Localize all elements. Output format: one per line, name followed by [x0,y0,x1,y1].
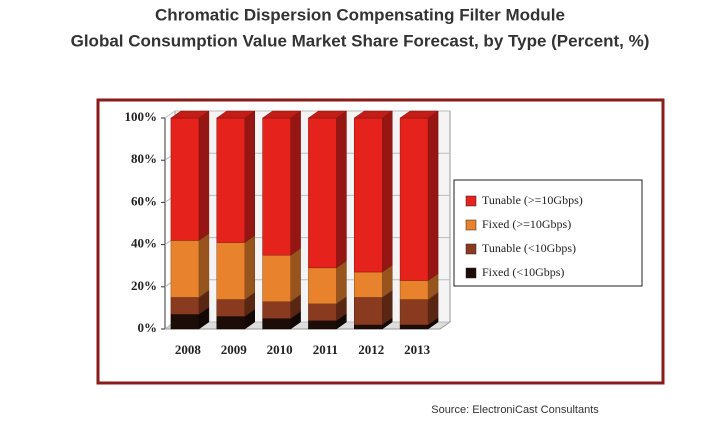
bar [216,242,245,300]
bar [216,117,245,243]
bar-top [307,110,348,119]
bar-side [336,260,347,305]
bar-side [290,247,301,303]
bar-side [427,110,439,281]
bar [170,297,200,315]
bar [170,117,200,241]
chart-title: Chromatic Dispersion Compensating Filter… [155,5,565,24]
grid-line [164,110,450,119]
y-tick-label: 20% [131,278,157,293]
chart-subtitle: Global Consumption Value Market Share Fo… [71,31,650,50]
bar [354,297,383,326]
y-tick-label: 80% [131,151,157,166]
bar-side [198,232,210,298]
legend-swatch [465,195,477,207]
bar-top [261,110,302,119]
bar [262,254,291,302]
bar-top [399,110,439,119]
bar-top [170,110,210,119]
bar [354,324,383,330]
bar-top [215,110,256,119]
y-tick-label: 100% [125,109,158,124]
bar [308,320,337,330]
legend-swatch [465,243,477,255]
x-tick-label: 2008 [175,342,202,357]
bar [399,280,429,300]
bar [354,271,383,298]
bar [262,318,291,330]
legend-label: Fixed (<10Gbps) [482,265,564,279]
x-tick-label: 2013 [404,342,431,357]
legend-swatch [465,219,477,231]
source-note: Source: ElectroniCast Consultants [431,404,599,416]
bar-side [198,110,210,241]
bar [170,313,200,330]
y-tick-label: 40% [131,236,157,251]
bar [216,316,245,330]
legend-swatch [465,267,477,279]
x-tick-label: 2011 [313,342,338,357]
bar [399,117,429,281]
bar-side [290,110,301,256]
legend-label: Tunable (<10Gbps) [482,241,576,255]
bar [308,117,337,269]
bar-top [353,110,394,119]
y-tick-label: 60% [131,193,157,208]
x-tick-label: 2012 [358,342,384,357]
legend-label: Tunable (>=10Gbps) [482,193,583,207]
y-tick-label: 0% [138,320,158,335]
bar [262,301,291,319]
bar [262,117,291,256]
bar-side [244,110,255,243]
bar [170,240,200,298]
bar-side [336,110,347,269]
bar [308,303,337,321]
x-tick-label: 2009 [221,342,248,357]
bar [399,299,429,326]
x-tick-label: 2010 [267,342,293,357]
legend-label: Fixed (>=10Gbps) [482,217,571,231]
bar [354,117,383,273]
bar [399,324,429,330]
bar-side [382,110,393,273]
legend-box [453,179,643,287]
bar [308,267,337,304]
bar [216,299,245,317]
bar-side [244,235,255,300]
